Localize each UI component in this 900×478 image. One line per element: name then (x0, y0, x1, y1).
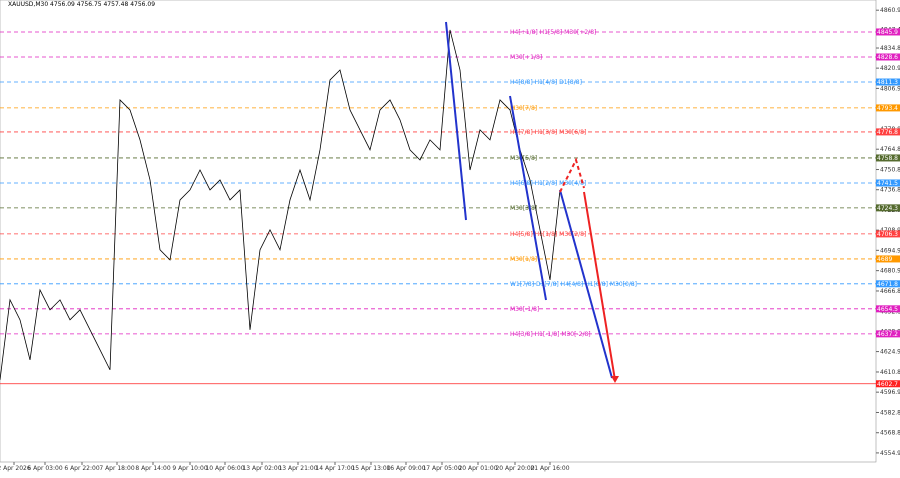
x-tick-label: 14 Apr 17:00 (315, 465, 354, 472)
price-box-label: 4689 (877, 256, 892, 263)
price-box-label: 4654.5 (877, 306, 898, 313)
price-box-label: 4602.7 (877, 381, 898, 388)
level-label: H4[+1/8] H1[5/8] M30[+2/8] (510, 29, 596, 36)
x-tick-label: 20 Apr 01:00 (458, 465, 497, 472)
price-box (876, 28, 900, 36)
price-box (876, 154, 900, 162)
x-tick-label: 10 Apr 06:00 (205, 465, 244, 472)
level-label: H4[5/8] H1[1/8] M30[2/8] (510, 231, 586, 238)
price-box (876, 230, 900, 238)
price-box (876, 380, 900, 388)
y-tick-label: 4554.90 (880, 450, 900, 457)
y-tick-label: 4568.85 (880, 430, 900, 437)
price-box (876, 104, 900, 112)
x-tick-label: 17 Apr 05:00 (422, 465, 461, 472)
price-box (876, 204, 900, 212)
trend-line (445, 21, 467, 221)
layer: 4860.954847.454834.804820.904806.904792.… (0, 7, 900, 472)
forecast-line (559, 189, 613, 379)
x-tick-label: 15 Apr 13:00 (351, 465, 390, 472)
arrow-head (611, 376, 619, 383)
price-box-label: 4758.8 (877, 155, 898, 162)
y-tick-label: 4834.80 (880, 45, 900, 52)
x-tick-label: 6 Apr 22:00 (64, 465, 99, 472)
level-label: W1[7/8] D1[7/8] H4[4/8] H1[0/8] M30[0/8] (510, 281, 637, 288)
level-label: M30[-1/8] (510, 306, 539, 313)
forecast (445, 21, 619, 383)
y-tick-label: 4764.85 (880, 146, 900, 153)
forecast-arrow (583, 191, 616, 381)
price-box (876, 128, 900, 136)
y-tick-label: 4820.90 (880, 65, 900, 72)
price-box (876, 78, 900, 86)
level-label: H4[8/8] H1[4/8] D1[8/8] (510, 79, 582, 86)
price-box-label: 4828.6 (877, 54, 898, 61)
x-tick-label: 9 Apr 10:00 (172, 465, 207, 472)
y-tick-label: 4610.85 (880, 369, 900, 376)
level-label: M30[7/8] (510, 105, 537, 112)
price-line (0, 29, 561, 380)
x-tick-label: 2 Apr 2026 (0, 465, 31, 472)
x-tick-label: 16 Apr 09:00 (386, 465, 425, 472)
x-tick-label: 8 Apr 14:00 (135, 465, 170, 472)
price-box-label: 4741.5 (877, 180, 898, 187)
price-box-label: 4724.3 (877, 205, 898, 212)
forecast-arrow (559, 157, 585, 193)
price-box (876, 53, 900, 61)
price-box-label: 4637.2 (877, 331, 898, 338)
y-tick-label: 4596.90 (880, 389, 900, 396)
x-tick-label: 21 Apr 16:00 (530, 465, 569, 472)
chart-title: XAUUSD,M30 4756.09 4756.75 4757.48 4756.… (8, 1, 155, 8)
price-box-label: 4793.4 (877, 105, 898, 112)
price-box-label: 4845.9 (877, 29, 898, 36)
level-label: H4[3/8] H1[-1/8] M30[-2/8] (510, 331, 591, 338)
level-label: M30[+1/8] (510, 54, 542, 61)
y-tick-label: 4750.80 (880, 167, 900, 174)
x-tick-label: 13 Apr 02:00 (242, 465, 281, 472)
y-tick-label: 4860.95 (880, 7, 900, 14)
price-box-label: 4811.3 (877, 79, 898, 86)
trend-line (509, 95, 547, 301)
price-box (876, 305, 900, 313)
y-tick-label: 4806.90 (880, 85, 900, 92)
price-box-label: 4671.8 (877, 281, 898, 288)
level-label: M30[3/8] (510, 205, 537, 212)
price-box (876, 330, 900, 338)
level-label: M30[1/8] (510, 256, 537, 263)
plot-frame (0, 0, 877, 463)
y-tick-label: 4666.85 (880, 288, 900, 295)
price-box (876, 280, 900, 288)
y-tick-label: 4736.85 (880, 187, 900, 194)
price-box (876, 255, 900, 263)
level-label: H4[6/8] H1[2/8] M30[4/8] (510, 180, 586, 187)
price-box-label: 4706.3 (877, 231, 898, 238)
x-tick-label: 13 Apr 21:00 (278, 465, 317, 472)
level-label: H4[7/8] H1[3/8] M30[6/8] (510, 129, 586, 136)
price-box (876, 179, 900, 187)
x-tick-label: 7 Apr 18:00 (99, 465, 134, 472)
x-tick-label: 20 Apr 20:00 (495, 465, 534, 472)
y-tick-label: 4624.95 (880, 349, 900, 356)
x-tick-label: 6 Apr 03:00 (27, 465, 62, 472)
level-label: M30[5/8] (510, 155, 537, 162)
y-tick-label: 4582.85 (880, 409, 900, 416)
y-tick-label: 4680.90 (880, 268, 900, 275)
price-box-label: 4776.8 (877, 129, 898, 136)
y-tick-label: 4694.95 (880, 247, 900, 254)
